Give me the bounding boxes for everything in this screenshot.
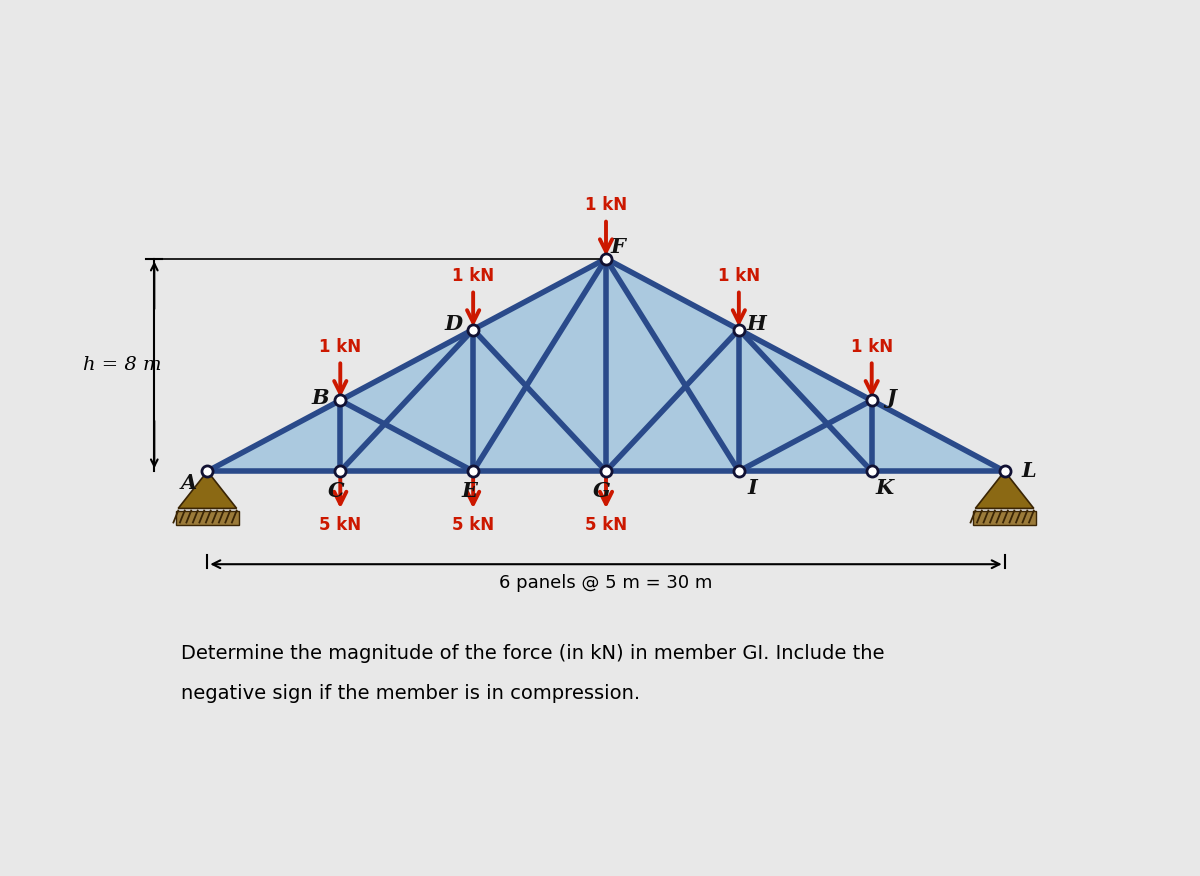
Polygon shape xyxy=(606,258,739,471)
Text: I: I xyxy=(748,478,757,498)
Polygon shape xyxy=(208,400,341,471)
Bar xyxy=(175,511,239,525)
Text: 1 kN: 1 kN xyxy=(851,338,893,356)
Text: 5 kN: 5 kN xyxy=(584,516,628,533)
Text: K: K xyxy=(876,478,894,498)
Text: 1 kN: 1 kN xyxy=(584,196,628,214)
Text: A: A xyxy=(181,473,197,493)
Polygon shape xyxy=(976,471,1034,508)
Text: F: F xyxy=(611,237,625,257)
Text: C: C xyxy=(328,481,344,501)
Polygon shape xyxy=(341,329,473,471)
Polygon shape xyxy=(739,329,871,471)
Text: negative sign if the member is in compression.: negative sign if the member is in compre… xyxy=(181,684,640,703)
Text: Determine the magnitude of the force (in kN) in member GI. Include the: Determine the magnitude of the force (in… xyxy=(181,644,884,663)
Text: J: J xyxy=(887,388,896,407)
Text: 1 kN: 1 kN xyxy=(452,267,494,285)
Text: D: D xyxy=(444,314,462,335)
Polygon shape xyxy=(178,471,236,508)
Text: G: G xyxy=(593,481,611,501)
Bar xyxy=(973,511,1037,525)
Text: L: L xyxy=(1021,462,1036,481)
Text: E: E xyxy=(461,481,478,501)
Text: B: B xyxy=(312,388,329,407)
Text: 5 kN: 5 kN xyxy=(319,516,361,533)
Text: H: H xyxy=(746,314,766,335)
Text: 6 panels @ 5 m = 30 m: 6 panels @ 5 m = 30 m xyxy=(499,574,713,591)
Text: 1 kN: 1 kN xyxy=(319,338,361,356)
Text: 5 kN: 5 kN xyxy=(452,516,494,533)
Text: h = 8 m: h = 8 m xyxy=(83,356,162,374)
Polygon shape xyxy=(473,258,606,471)
Text: 1 kN: 1 kN xyxy=(718,267,760,285)
Polygon shape xyxy=(871,400,1004,471)
